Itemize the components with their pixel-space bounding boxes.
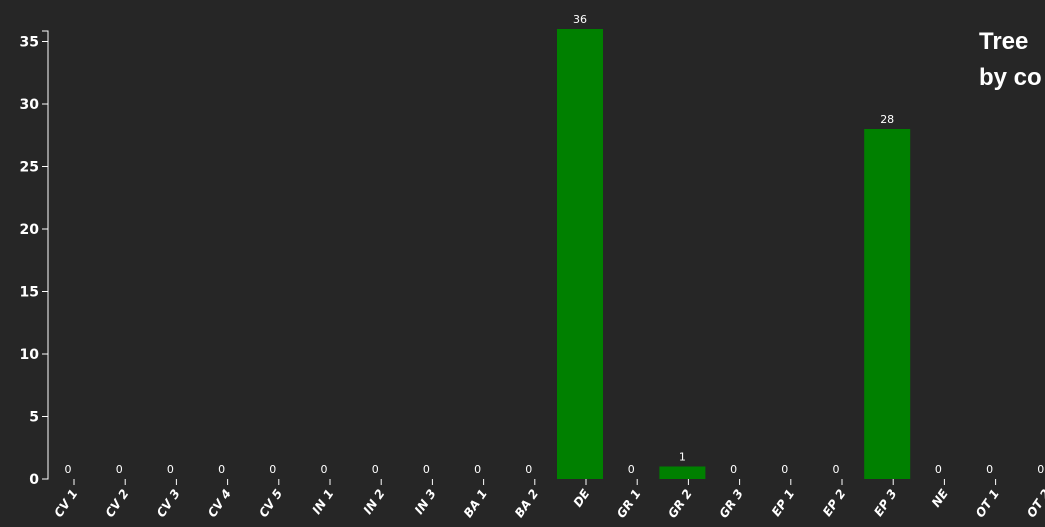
- chart-title-line-1: Tree: [979, 28, 1029, 55]
- bar-value-label: 0: [65, 463, 72, 476]
- x-tick-label: OT 2: [1024, 487, 1045, 520]
- bar: [864, 129, 911, 479]
- bar-value-label: 0: [935, 463, 942, 476]
- bar-value-label: 28: [880, 113, 894, 126]
- bar-value-label: 0: [525, 463, 532, 476]
- bar: [659, 466, 706, 479]
- y-tick-label: 0: [29, 472, 39, 488]
- x-tick-label: NE: [929, 486, 951, 510]
- bar-value-label: 0: [986, 463, 993, 476]
- x-tick-label: CV 3: [154, 487, 183, 520]
- bar-value-label: 0: [1037, 463, 1044, 476]
- x-tick-label: EP 3: [871, 487, 899, 519]
- x-tick-label: EP 1: [769, 487, 797, 519]
- bar-value-label: 0: [116, 463, 123, 476]
- bar-value-label: 0: [269, 463, 276, 476]
- y-tick-label: 15: [20, 285, 39, 301]
- y-tick-label: 30: [20, 97, 40, 113]
- bar-value-label: 0: [218, 463, 225, 476]
- y-axis-line: [42, 30, 49, 480]
- bar-value-label: 0: [628, 463, 635, 476]
- bar-value-label: 0: [474, 463, 481, 476]
- bar-value-label: 0: [321, 463, 328, 476]
- x-tick-label: BA 1: [461, 487, 490, 520]
- bar-value-label: 0: [372, 463, 379, 476]
- x-tick-label: GR 1: [614, 487, 644, 521]
- x-tick-label: IN 1: [309, 487, 336, 517]
- bar-value-label: 0: [167, 463, 174, 476]
- value-labels: 0 0 0 0 0 0 0 0 0 0 36 0 1 0 0 0 28 0 0 0: [65, 13, 1045, 476]
- y-axis: 0 5 10 15 20 25 30 35: [20, 30, 49, 488]
- y-tick-label: 35: [20, 35, 39, 51]
- x-tick-label: CV 4: [205, 487, 234, 520]
- chart-title: Tree by co: [979, 24, 1042, 96]
- bar-value-label: 0: [781, 463, 788, 476]
- x-tick-label: GR 3: [716, 487, 746, 521]
- x-tick-label: DE: [571, 486, 593, 510]
- y-tick-label: 10: [20, 347, 40, 363]
- x-tick-label: BA 2: [512, 487, 541, 520]
- x-tick-label: CV 2: [103, 487, 132, 520]
- bar: [557, 29, 603, 479]
- bar-value-label: 0: [833, 463, 840, 476]
- bars: [557, 29, 911, 479]
- x-tick-label: GR 2: [665, 487, 695, 521]
- bar-value-label: 0: [423, 463, 430, 476]
- y-tick-label: 20: [20, 222, 40, 238]
- x-tick-label: IN 3: [412, 487, 439, 517]
- chart-title-line-2: by co: [979, 64, 1042, 91]
- bar-value-label: 36: [573, 13, 587, 26]
- bar-value-label: 0: [730, 463, 737, 476]
- x-axis: CV 1 CV 2 CV 3 CV 4 CV 5 IN 1 IN 2 IN 3 BA 1 BA 2…: [51, 479, 1045, 521]
- y-tick-label: 5: [29, 410, 39, 426]
- x-tick-label: IN 2: [361, 487, 388, 517]
- bar-value-label: 1: [679, 451, 686, 464]
- x-tick-label: CV 1: [51, 487, 80, 520]
- x-tick-label: OT 1: [973, 487, 1002, 520]
- x-tick-label: CV 5: [256, 487, 285, 520]
- y-tick-label: 25: [20, 160, 39, 176]
- x-tick-label: EP 2: [820, 487, 848, 519]
